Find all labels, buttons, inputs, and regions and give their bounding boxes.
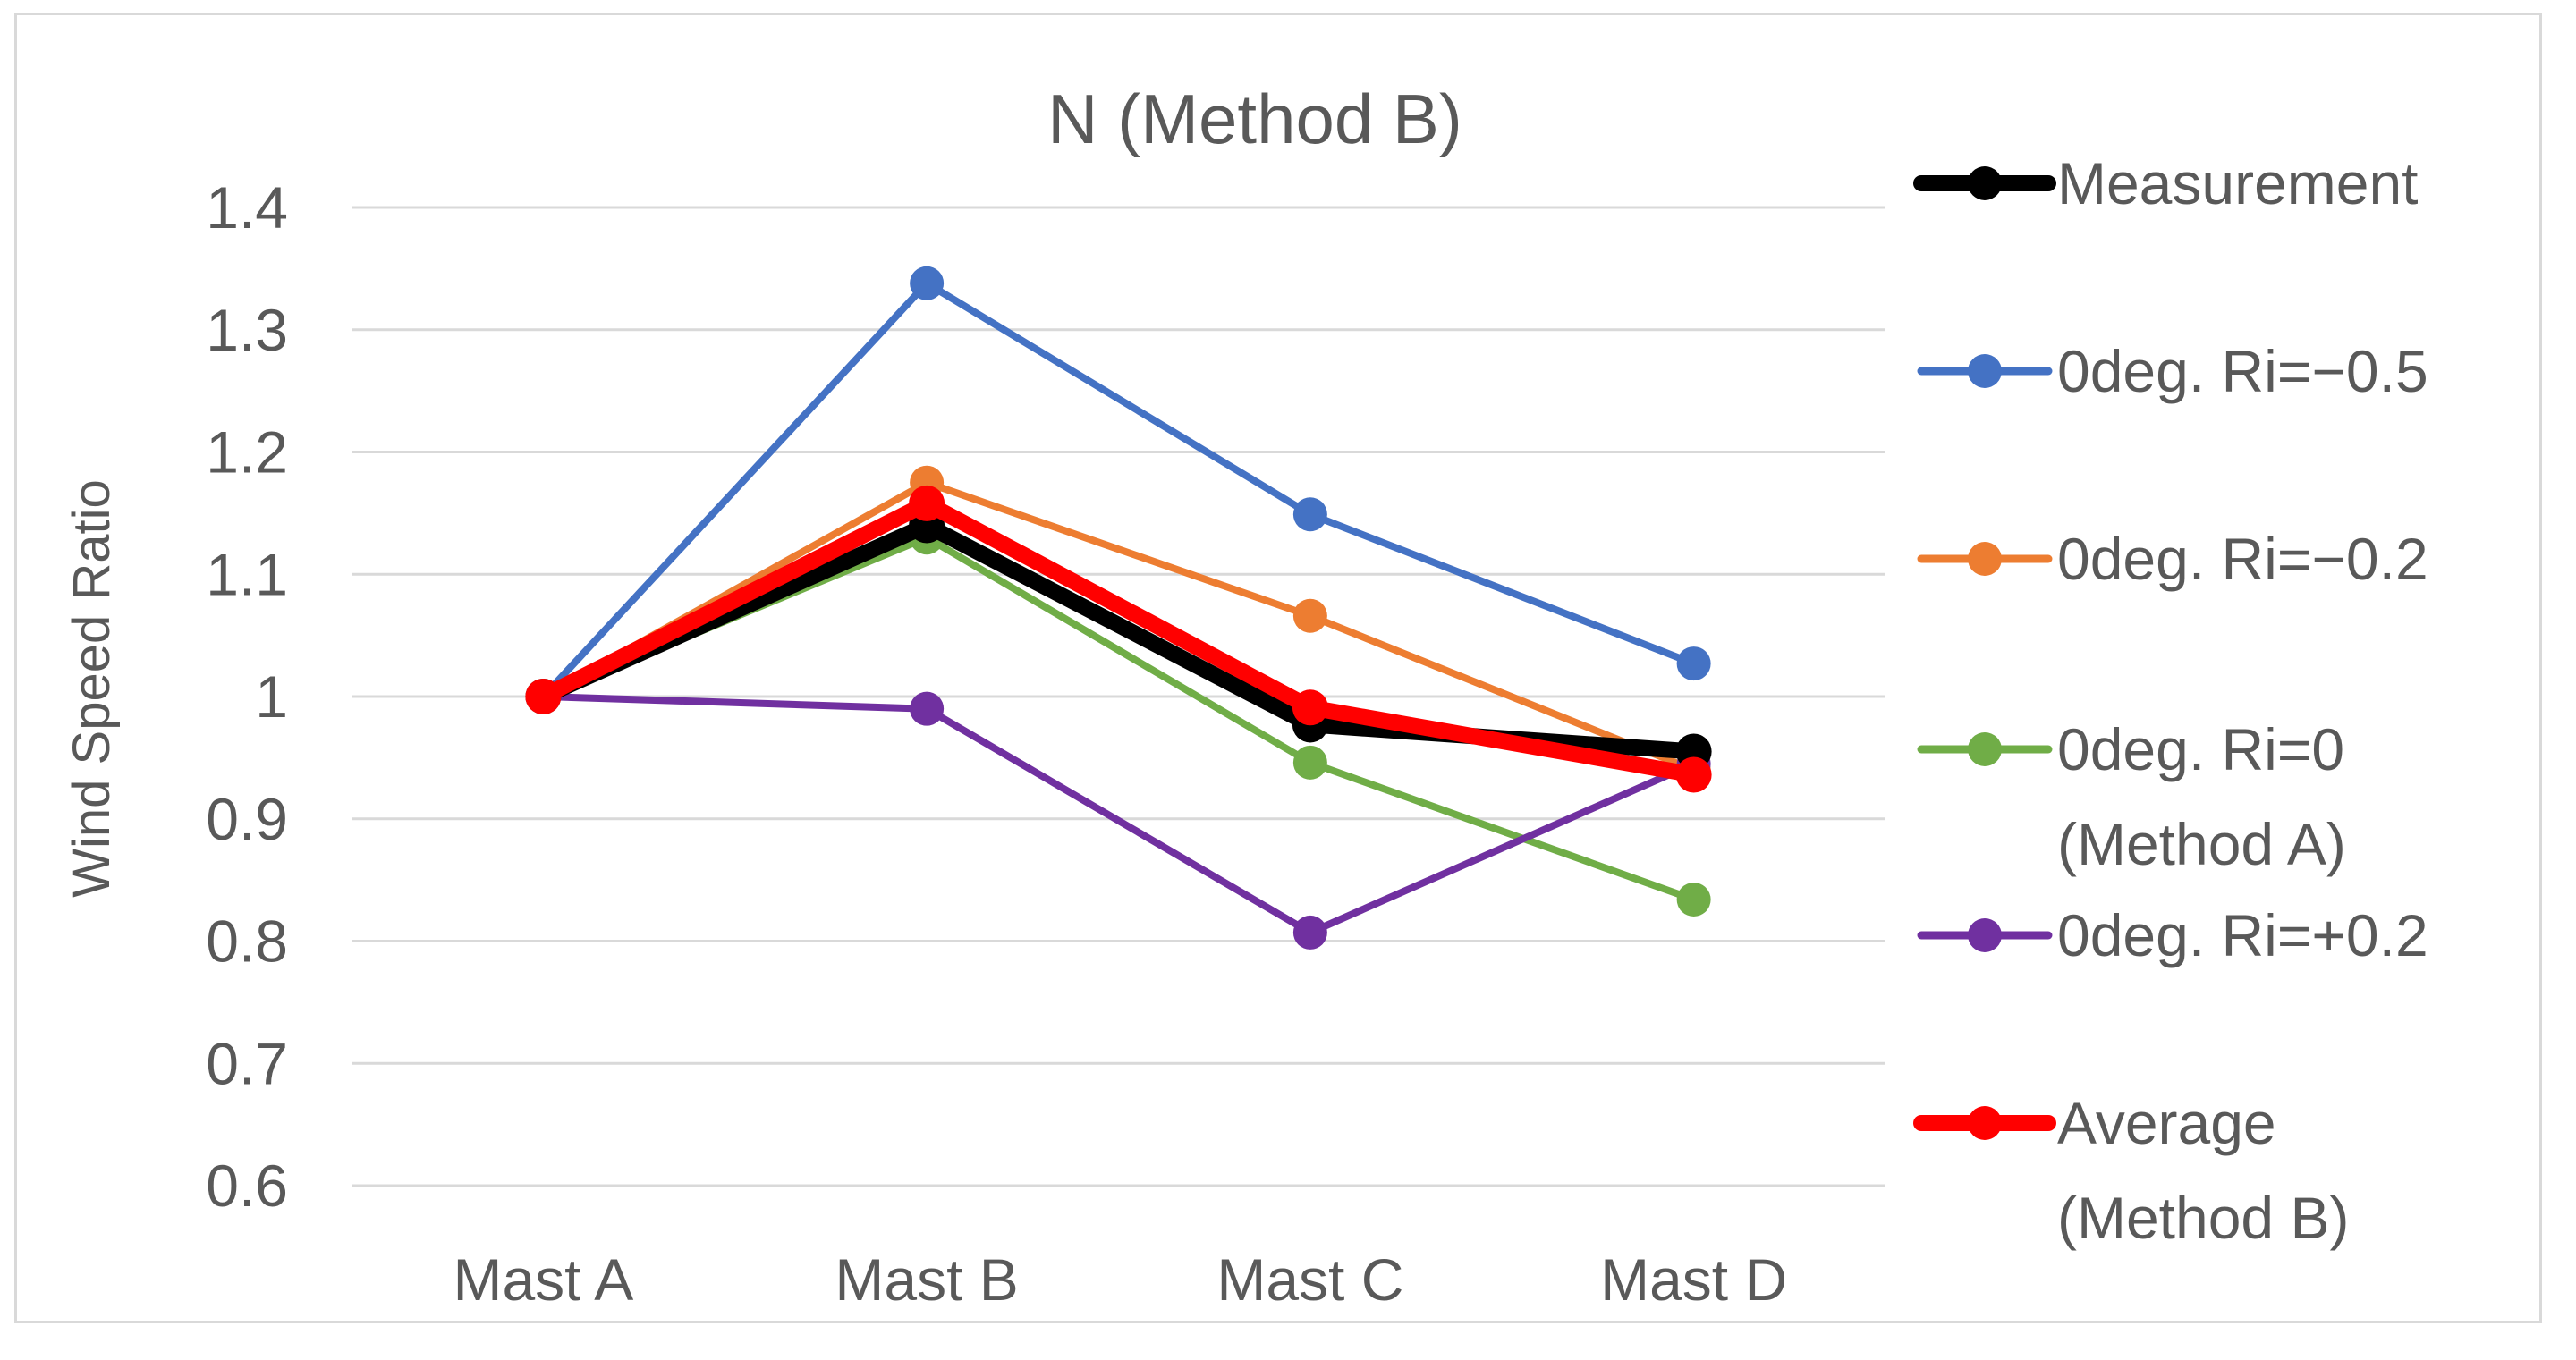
legend-label: (Method A) xyxy=(2057,811,2346,877)
legend-label: Measurement xyxy=(2057,150,2419,216)
legend-swatch-marker xyxy=(1968,542,2002,576)
y-axis-label: Wind Speed Ratio xyxy=(63,479,121,897)
series-line xyxy=(535,517,1702,760)
y-tick-label: 0.6 xyxy=(206,1153,288,1219)
y-tick-label: 0.7 xyxy=(206,1030,288,1096)
legend-swatch-marker xyxy=(1968,166,2002,200)
legend-item-0deg-ri-0-2: 0deg. Ri=−0.2 xyxy=(1917,526,2428,592)
legend-label: 0deg. Ri=−0.5 xyxy=(2057,338,2428,404)
data-point xyxy=(525,679,562,714)
x-tick-label: Mast A xyxy=(453,1246,634,1313)
data-point xyxy=(910,266,945,300)
y-tick-label: 1.2 xyxy=(206,419,288,486)
legend-label: Average xyxy=(2057,1090,2276,1156)
series-line xyxy=(539,279,1698,700)
data-point xyxy=(1675,756,1712,793)
series-layer xyxy=(525,266,1712,950)
data-point xyxy=(1292,497,1327,532)
data-point xyxy=(1676,883,1711,917)
y-tick-label: 1.1 xyxy=(206,541,288,607)
gridlines xyxy=(352,206,1885,1187)
y-tick-labels: 0.6 0.7 0.8 0.9 1 1.1 1.2 1.3 1.4 xyxy=(206,174,288,1219)
x-tick-labels: Mast A Mast B Mast C Mast D xyxy=(453,1246,1788,1313)
y-tick-label: 0.8 xyxy=(206,908,288,975)
legend-label: (Method B) xyxy=(2057,1185,2349,1251)
legend-label: 0deg. Ri=0 xyxy=(2057,716,2344,782)
legend-item-0deg-ri-0-5: 0deg. Ri=−0.5 xyxy=(1917,338,2428,404)
legend: Measurement 0deg. Ri=−0.5 0deg. Ri=−0.2 0de… xyxy=(1913,150,2428,1251)
series-0deg-ri-0-method-a xyxy=(526,520,1711,917)
y-tick-label: 1.3 xyxy=(206,297,288,363)
series-line xyxy=(535,494,1702,783)
legend-item-measurement: Measurement xyxy=(1913,150,2419,216)
legend-swatch-marker xyxy=(1968,354,2002,388)
legend-label: 0deg. Ri=+0.2 xyxy=(2057,902,2428,968)
legend-swatch-marker xyxy=(1968,732,2002,766)
series-line xyxy=(539,478,1698,774)
chart-title: N (Method B) xyxy=(1047,80,1462,158)
chart-frame xyxy=(14,13,2542,1323)
data-point xyxy=(910,691,945,726)
data-point xyxy=(1292,915,1327,950)
x-tick-label: Mast C xyxy=(1216,1246,1403,1313)
series-average-method-b xyxy=(525,485,1712,793)
data-point xyxy=(1292,689,1328,726)
data-point xyxy=(1292,598,1327,633)
legend-item-average-method-b: Average (Method B) xyxy=(1913,1090,2349,1251)
series-0deg-ri-0-2 xyxy=(526,680,1711,950)
legend-label: 0deg. Ri=−0.2 xyxy=(2057,526,2428,592)
legend-item-0deg-ri-0-method-a: 0deg. Ri=0 (Method A) xyxy=(1917,716,2346,877)
y-tick-label: 1 xyxy=(255,663,288,730)
legend-swatch-marker xyxy=(1968,918,2002,952)
x-tick-label: Mast B xyxy=(835,1246,1018,1313)
series-line xyxy=(539,693,1698,936)
y-tick-label: 0.9 xyxy=(206,786,288,852)
data-point xyxy=(1292,745,1327,780)
y-tick-label: 1.4 xyxy=(206,174,288,241)
data-point xyxy=(1676,646,1711,681)
legend-item-0deg-ri-0-2: 0deg. Ri=+0.2 xyxy=(1917,902,2428,968)
data-point xyxy=(909,485,945,521)
series-line xyxy=(539,534,1698,904)
legend-swatch-marker xyxy=(1968,1106,2002,1140)
x-tick-label: Mast D xyxy=(1600,1246,1787,1313)
